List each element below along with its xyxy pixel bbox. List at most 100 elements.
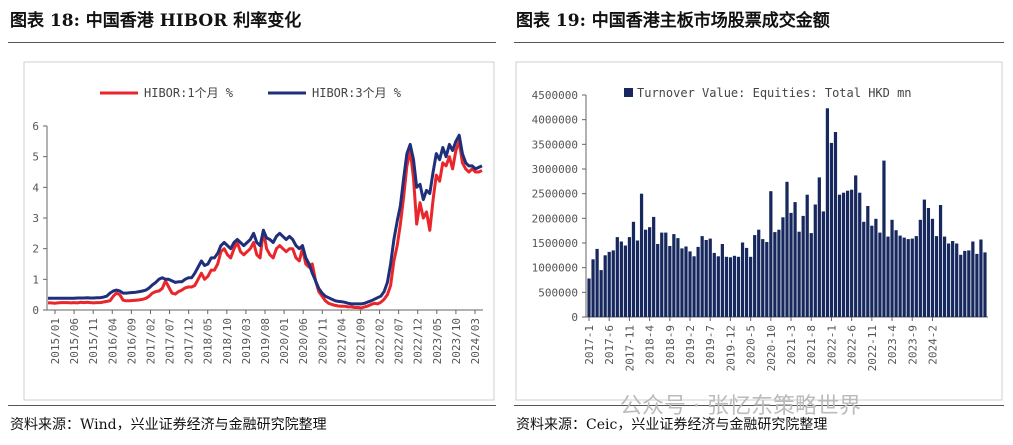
bar bbox=[789, 212, 793, 317]
bar bbox=[934, 236, 939, 317]
right-y-tick-label: 0 bbox=[571, 311, 578, 324]
left-x-tick-label: 2022/02 bbox=[374, 318, 387, 364]
bar bbox=[627, 237, 632, 317]
bar bbox=[918, 219, 922, 317]
bar bbox=[870, 225, 874, 317]
left-x-tick-label: 2015/01 bbox=[49, 318, 62, 364]
right-x-tick-label: 2017-11 bbox=[623, 325, 636, 371]
left-series-line-1 bbox=[48, 139, 483, 310]
left-x-tick-label: 2017/12 bbox=[183, 318, 196, 364]
bar bbox=[611, 250, 615, 317]
bar bbox=[914, 236, 918, 317]
left-x-tick-label: 2021/09 bbox=[354, 318, 367, 364]
right-x-tick-label: 2022-6 bbox=[846, 325, 859, 365]
bar bbox=[963, 250, 967, 317]
left-x-tick-label: 2015/11 bbox=[87, 318, 100, 364]
bar bbox=[631, 221, 636, 317]
bar bbox=[926, 208, 931, 317]
bar bbox=[938, 205, 943, 317]
bar bbox=[688, 251, 692, 317]
bar bbox=[975, 253, 979, 317]
right-y-tick-label: 4500000 bbox=[532, 89, 578, 102]
bar bbox=[724, 256, 729, 317]
left-x-tick-label: 2022/12 bbox=[412, 318, 425, 364]
right-x-tick-label: 2019-7 bbox=[704, 325, 717, 365]
right-x-tick-label: 2023-9 bbox=[906, 325, 919, 365]
left-legend-label-2: HIBOR:3个月 % bbox=[312, 86, 402, 100]
right-y-tick-label: 2000000 bbox=[532, 212, 578, 225]
right-y-tick-label: 500000 bbox=[538, 286, 578, 299]
bar bbox=[813, 204, 817, 317]
bar bbox=[656, 244, 660, 317]
bar bbox=[749, 256, 753, 317]
left-x-tick-label: 2018/10 bbox=[221, 318, 234, 364]
bar bbox=[967, 250, 971, 317]
bar bbox=[902, 237, 906, 317]
bar bbox=[809, 233, 813, 317]
bar bbox=[959, 254, 963, 317]
bar bbox=[825, 108, 830, 317]
right-y-tick-label: 3000000 bbox=[532, 163, 578, 176]
right-y-tick-label: 2500000 bbox=[532, 188, 578, 201]
bar bbox=[886, 236, 890, 317]
right-legend-swatch bbox=[624, 88, 633, 97]
bar bbox=[623, 245, 627, 317]
bar bbox=[676, 238, 680, 317]
right-source-note: 资料来源：Ceic，兴业证券经济与金融研究院整理 bbox=[516, 417, 828, 433]
left-x-tick-label: 2015/06 bbox=[68, 318, 81, 364]
bar bbox=[829, 142, 834, 317]
left-y-tick-label: 3 bbox=[32, 212, 39, 225]
bar bbox=[850, 189, 854, 317]
bar bbox=[761, 239, 765, 317]
bar bbox=[712, 252, 716, 317]
bar bbox=[736, 256, 741, 317]
right-legend-label: Turnover Value: Equities: Total HKD mn bbox=[637, 86, 912, 100]
right-chart-frame bbox=[515, 61, 1003, 401]
bar bbox=[854, 175, 858, 317]
bar bbox=[801, 215, 805, 317]
bar bbox=[619, 241, 623, 317]
right-title-rule bbox=[514, 42, 1004, 43]
bar bbox=[648, 227, 652, 317]
bar bbox=[983, 252, 987, 317]
left-title-rule bbox=[8, 42, 496, 43]
bar bbox=[773, 232, 777, 317]
bar bbox=[777, 229, 781, 317]
bar bbox=[615, 237, 619, 317]
right-x-tick-label: 2022-11 bbox=[866, 325, 879, 371]
bar bbox=[930, 218, 935, 317]
right-x-tick-label: 2019-12 bbox=[724, 325, 737, 371]
left-x-tick-label: 2017/02 bbox=[144, 318, 157, 364]
bar bbox=[708, 238, 712, 317]
bar bbox=[955, 243, 959, 317]
left-legend-label-1: HIBOR:1个月 % bbox=[144, 86, 234, 100]
bar bbox=[692, 256, 696, 317]
right-x-tick-label: 2018-4 bbox=[644, 325, 657, 365]
left-x-tick-label: 2017/07 bbox=[164, 318, 177, 364]
bar bbox=[740, 242, 745, 317]
left-y-tick-label: 2 bbox=[32, 243, 39, 256]
bar bbox=[680, 248, 684, 317]
left-x-tick-label: 2020/01 bbox=[278, 318, 291, 364]
bar bbox=[890, 219, 894, 317]
left-y-tick-label: 5 bbox=[32, 151, 39, 164]
right-x-tick-label: 2017-6 bbox=[603, 325, 616, 365]
left-x-tick-label: 2016/04 bbox=[106, 318, 119, 365]
bar bbox=[833, 132, 838, 317]
left-chart-frame bbox=[23, 61, 495, 401]
left-x-tick-label: 2023/05 bbox=[431, 318, 444, 364]
bar bbox=[591, 259, 595, 317]
bar bbox=[668, 246, 672, 317]
right-y-tick-label: 4000000 bbox=[532, 114, 578, 127]
bar bbox=[894, 230, 898, 317]
right-y-tick-label: 3500000 bbox=[532, 138, 578, 151]
bar bbox=[971, 241, 975, 317]
bar bbox=[684, 246, 688, 317]
bar bbox=[672, 234, 676, 317]
left-x-tick-label: 2022/07 bbox=[393, 318, 406, 364]
right-x-tick-label: 2020-5 bbox=[745, 325, 758, 365]
bar bbox=[635, 240, 640, 317]
bar bbox=[797, 231, 801, 317]
bar bbox=[882, 160, 886, 317]
